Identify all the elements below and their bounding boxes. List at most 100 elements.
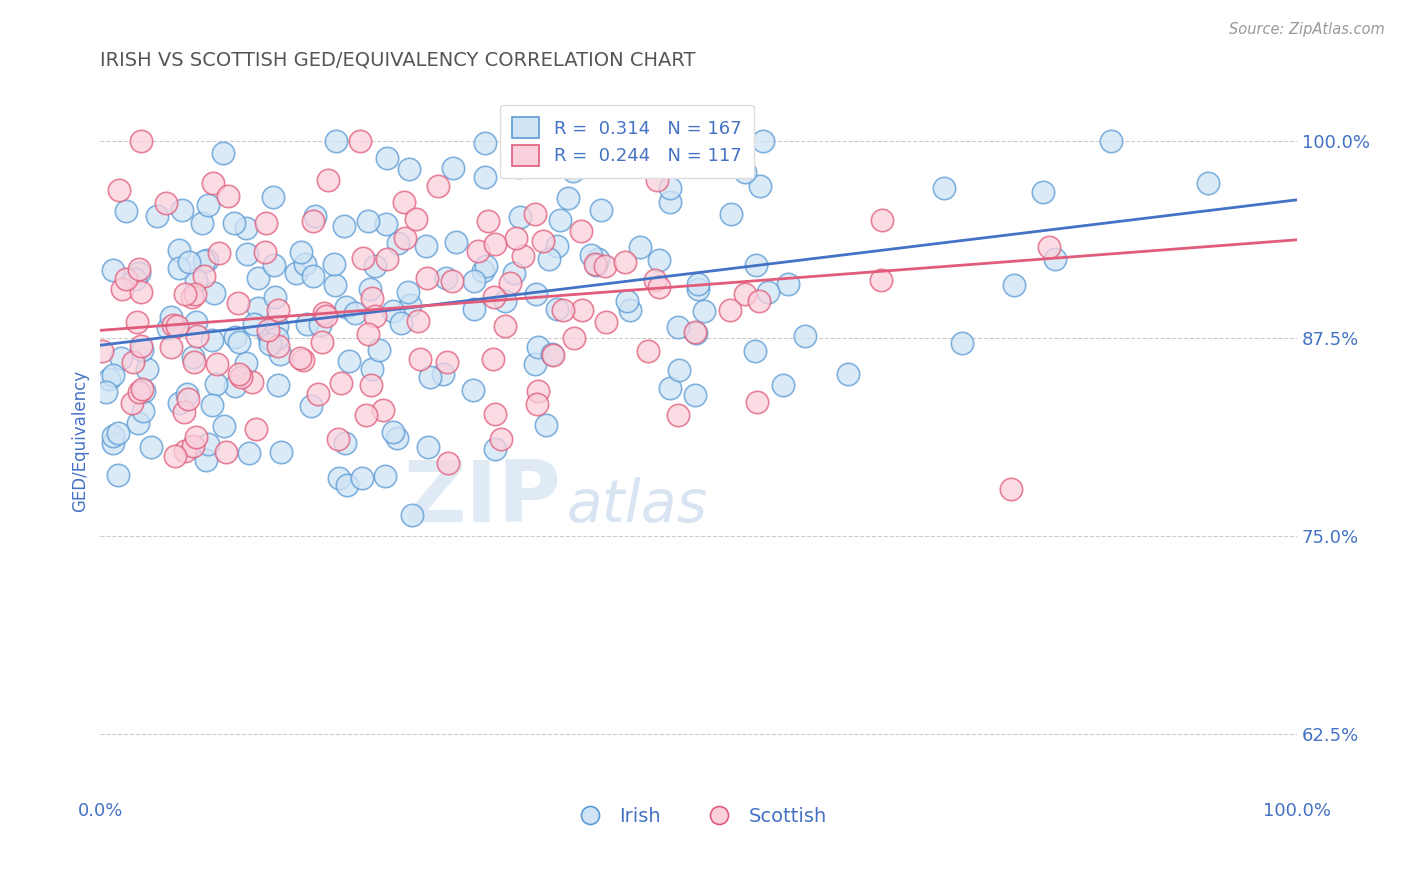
Point	[193, 269, 215, 284]
Point	[870, 213, 893, 227]
Point	[546, 238, 568, 252]
Point	[950, 336, 973, 351]
Point	[139, 440, 162, 454]
Point	[359, 282, 381, 296]
Point	[398, 161, 420, 176]
Point	[526, 397, 548, 411]
Point	[571, 303, 593, 318]
Point	[266, 303, 288, 318]
Point	[583, 257, 606, 271]
Point	[749, 178, 772, 193]
Point	[107, 426, 129, 441]
Point	[124, 272, 146, 286]
Point	[337, 354, 360, 368]
Point	[474, 170, 496, 185]
Point	[122, 355, 145, 369]
Point	[301, 213, 323, 227]
Point	[415, 238, 437, 252]
Point	[328, 471, 350, 485]
Point	[546, 302, 568, 317]
Point	[127, 416, 149, 430]
Point	[541, 348, 564, 362]
Point	[128, 266, 150, 280]
Point	[1004, 277, 1026, 292]
Point	[685, 325, 707, 339]
Point	[212, 146, 235, 161]
Point	[689, 134, 711, 148]
Point	[201, 333, 224, 347]
Point	[336, 478, 359, 492]
Point	[444, 235, 467, 250]
Point	[97, 371, 120, 385]
Point	[295, 317, 318, 331]
Point	[524, 287, 547, 301]
Point	[162, 318, 184, 332]
Point	[253, 245, 276, 260]
Point	[131, 343, 153, 358]
Point	[128, 384, 150, 399]
Point	[391, 316, 413, 330]
Point	[125, 315, 148, 329]
Point	[181, 350, 204, 364]
Point	[668, 363, 690, 377]
Point	[482, 352, 505, 367]
Point	[115, 271, 138, 285]
Point	[482, 290, 505, 304]
Point	[494, 319, 516, 334]
Point	[131, 382, 153, 396]
Point	[666, 408, 689, 422]
Point	[307, 387, 329, 401]
Point	[416, 271, 439, 285]
Point	[463, 301, 485, 316]
Point	[184, 286, 207, 301]
Point	[217, 189, 239, 203]
Point	[360, 378, 382, 392]
Point	[484, 236, 506, 251]
Text: ZIP: ZIP	[404, 457, 561, 540]
Point	[194, 452, 217, 467]
Point	[205, 357, 228, 371]
Point	[294, 257, 316, 271]
Point	[537, 252, 560, 267]
Point	[1043, 252, 1066, 266]
Point	[477, 213, 499, 227]
Point	[302, 268, 325, 283]
Point	[201, 399, 224, 413]
Point	[236, 246, 259, 260]
Point	[396, 285, 419, 299]
Point	[246, 301, 269, 316]
Point	[159, 340, 181, 354]
Point	[132, 404, 155, 418]
Point	[166, 318, 188, 333]
Point	[269, 347, 291, 361]
Point	[330, 376, 353, 391]
Point	[266, 377, 288, 392]
Point	[335, 301, 357, 315]
Point	[165, 449, 187, 463]
Point	[1038, 240, 1060, 254]
Point	[285, 266, 308, 280]
Point	[256, 327, 278, 342]
Point	[316, 172, 339, 186]
Point	[409, 352, 432, 367]
Point	[191, 215, 214, 229]
Point	[314, 306, 336, 320]
Point	[101, 262, 124, 277]
Point	[381, 425, 404, 440]
Point	[509, 210, 531, 224]
Point	[254, 216, 277, 230]
Point	[467, 244, 489, 259]
Point	[266, 318, 288, 333]
Point	[374, 468, 396, 483]
Point	[349, 134, 371, 148]
Point	[176, 387, 198, 401]
Point	[352, 251, 374, 265]
Point	[360, 362, 382, 376]
Point	[121, 396, 143, 410]
Point	[226, 295, 249, 310]
Point	[548, 213, 571, 227]
Point	[666, 319, 689, 334]
Point	[115, 203, 138, 218]
Point	[266, 331, 288, 345]
Point	[290, 245, 312, 260]
